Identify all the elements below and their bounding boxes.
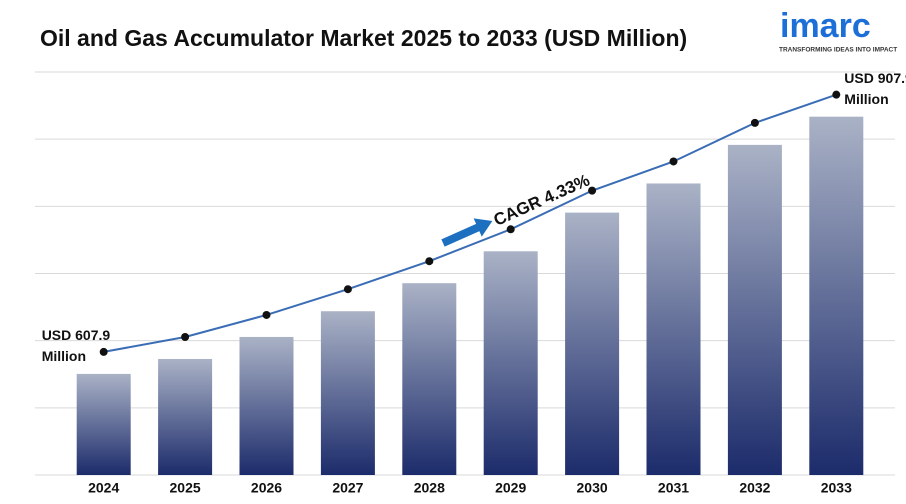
- x-tick-label: 2028: [414, 480, 445, 496]
- value-label: USD 607.9 Million: [41, 326, 111, 364]
- trend-point: [425, 257, 434, 266]
- chart-title: Oil and Gas Accumulator Market 2025 to 2…: [40, 25, 687, 51]
- trend-point: [588, 186, 597, 195]
- trend-point: [832, 90, 841, 99]
- x-tick-label: 2032: [739, 480, 770, 496]
- bar: [239, 336, 294, 475]
- x-tick-label: 2029: [495, 480, 526, 496]
- bar: [809, 116, 864, 476]
- x-tick-label: 2024: [88, 480, 119, 496]
- trend-point: [262, 310, 271, 319]
- bar: [402, 283, 457, 475]
- bar: [158, 358, 213, 475]
- bar: [76, 373, 131, 475]
- bar: [320, 311, 375, 475]
- logo-tagline: TRANSFORMING IDEAS INTO IMPACT: [779, 47, 897, 54]
- value-label: USD 907.9 Million: [844, 69, 906, 107]
- trend-point: [669, 157, 678, 166]
- trend-point: [506, 225, 515, 234]
- x-tick-label: 2026: [251, 480, 282, 496]
- bar: [727, 144, 782, 475]
- x-tick-label: 2030: [577, 480, 608, 496]
- logo-name: imarc: [780, 7, 871, 45]
- bar: [646, 183, 701, 475]
- trend-point: [181, 332, 190, 341]
- x-tick-label: 2025: [170, 480, 201, 496]
- cagr-arrow: [441, 218, 493, 247]
- bar: [483, 251, 538, 475]
- trend-line: [103, 93, 837, 353]
- x-tick-label: 2031: [658, 480, 689, 496]
- bar: [565, 212, 620, 475]
- x-tick-label: 2027: [332, 480, 363, 496]
- trend-point: [99, 347, 108, 356]
- trend-point: [343, 285, 352, 294]
- x-tick-label: 2033: [821, 480, 852, 496]
- trend-point: [750, 118, 759, 127]
